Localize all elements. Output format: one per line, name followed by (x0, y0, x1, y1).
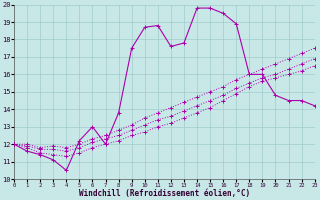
X-axis label: Windchill (Refroidissement éolien,°C): Windchill (Refroidissement éolien,°C) (79, 189, 250, 198)
